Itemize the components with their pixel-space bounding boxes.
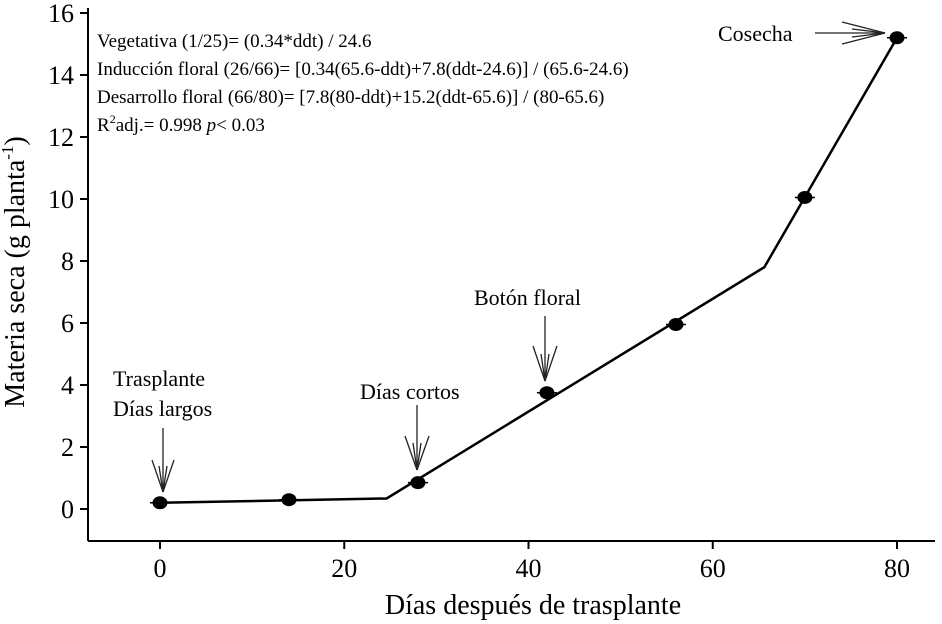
- arrow-dias-cortos: [404, 405, 430, 471]
- y-tick-label: 0: [61, 495, 74, 524]
- data-point: [797, 190, 813, 204]
- r2-sup: 2: [110, 112, 116, 126]
- y-tick-label: 10: [48, 185, 74, 214]
- r2-prefix: R: [97, 115, 110, 136]
- annotation-dias-largos: Días largos: [113, 396, 212, 421]
- arrow-boton-floral: [532, 316, 558, 382]
- equation-vegetativa: Vegetativa (1/25)= (0.34*ddt) / 24.6: [97, 31, 372, 52]
- y-tick-label: 12: [48, 123, 74, 152]
- y-tick-label: 4: [61, 371, 74, 400]
- r2-statistic: R2adj.= 0.998 p< 0.03: [97, 112, 265, 136]
- y-tick-label: 14: [48, 61, 74, 90]
- r2-p: p: [205, 115, 217, 136]
- annotation-trasplante: Trasplante: [113, 366, 205, 391]
- data-point: [281, 493, 297, 507]
- y-axis-title: Materia seca (g planta-1): [0, 136, 31, 407]
- y-tick-label: 2: [61, 433, 74, 462]
- x-axis-title: Días después de trasplante: [385, 590, 681, 621]
- y-tick-label: 6: [61, 309, 74, 338]
- x-tick-label: 40: [516, 554, 542, 583]
- equation-desarrollo-floral: Desarrollo floral (66/80)= [7.8(80-ddt)+…: [97, 87, 604, 108]
- data-point: [410, 476, 426, 490]
- annotation-boton-floral: Botón floral: [474, 285, 581, 310]
- fit-line: [159, 37, 899, 505]
- r2-mid: adj.= 0.998: [116, 115, 207, 136]
- y-ticks: 0 2 4 6 8 10 12 14 16: [48, 0, 88, 524]
- x-tick-label: 80: [884, 554, 910, 583]
- r2-end: < 0.03: [216, 115, 265, 136]
- y-axis-title-main: Materia seca (g planta: [0, 159, 31, 408]
- equation-induccion-floral: Inducción floral (26/66)= [0.34(65.6-ddt…: [97, 59, 629, 80]
- x-tick-label: 60: [700, 554, 726, 583]
- data-point: [539, 386, 555, 400]
- y-tick-label: 8: [61, 247, 74, 276]
- y-tick-label: 16: [48, 0, 74, 28]
- arrow-cosecha: [815, 21, 886, 45]
- annotation-cosecha: Cosecha: [718, 21, 793, 46]
- data-point: [152, 496, 168, 510]
- y-axis-title-sup: -1: [0, 146, 17, 160]
- arrow-trasplante: [151, 428, 175, 493]
- x-tick-label: 20: [331, 554, 357, 583]
- x-tick-label: 0: [154, 554, 167, 583]
- data-point: [889, 31, 905, 45]
- annotation-dias-cortos: Días cortos: [360, 379, 460, 404]
- data-points: [150, 31, 907, 510]
- y-axis-title-close: ): [0, 136, 31, 145]
- x-ticks: 0 20 40 60 80: [154, 541, 910, 583]
- data-point: [668, 318, 684, 332]
